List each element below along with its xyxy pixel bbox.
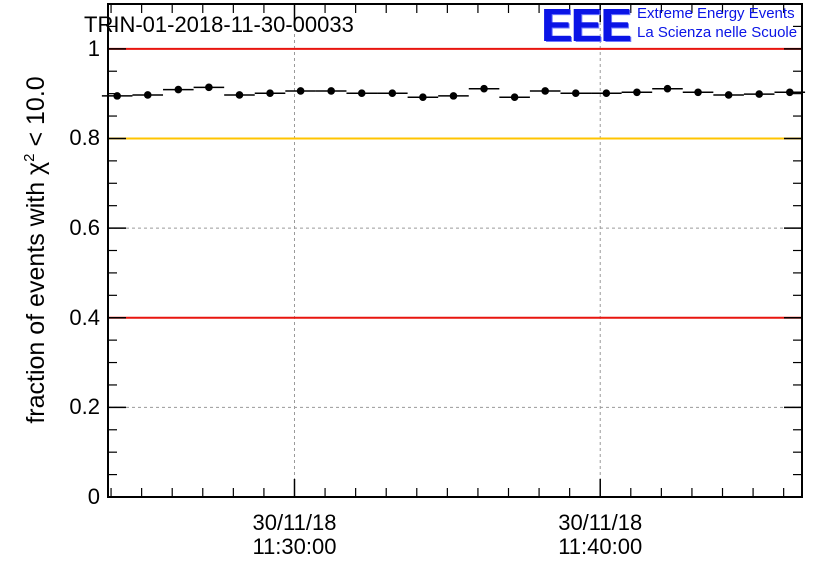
data-point bbox=[652, 84, 683, 93]
axis-ticks bbox=[108, 4, 802, 498]
eee-logo: EEE bbox=[542, 0, 632, 51]
y-tick-label: 1 bbox=[87, 35, 100, 61]
data-point bbox=[254, 89, 286, 97]
x-tick-date: 30/11/18 bbox=[252, 510, 337, 535]
data-point bbox=[193, 83, 225, 92]
point-marker bbox=[602, 89, 611, 97]
x-tick-label: 30/11/18 11:40:00 bbox=[530, 511, 670, 559]
logo-caption: Extreme Energy Events La Scienza nelle S… bbox=[637, 4, 797, 42]
point-marker bbox=[235, 91, 244, 99]
plot-frame bbox=[107, 3, 803, 498]
logo-caption-line1: Extreme Energy Events bbox=[637, 5, 795, 22]
data-point bbox=[468, 84, 500, 93]
data-point bbox=[285, 87, 316, 95]
data-point bbox=[560, 89, 592, 97]
point-marker bbox=[755, 90, 763, 98]
point-marker bbox=[510, 93, 519, 102]
data-point bbox=[438, 92, 469, 100]
data-point bbox=[682, 88, 714, 97]
x-tick-time: 11:30:00 bbox=[252, 534, 337, 559]
logo-caption-line2: La Scienza nelle Scuole bbox=[637, 24, 798, 41]
point-marker bbox=[296, 87, 305, 95]
point-marker bbox=[388, 89, 397, 97]
data-point bbox=[163, 85, 194, 94]
chart-title: TRIN-01-2018-11-30-00033 bbox=[84, 12, 354, 37]
data-point bbox=[591, 89, 622, 97]
reference-lines bbox=[108, 47, 802, 319]
point-marker bbox=[663, 84, 672, 93]
data-point bbox=[224, 91, 255, 99]
point-marker bbox=[449, 92, 458, 100]
data-point bbox=[713, 91, 744, 99]
data-point bbox=[774, 88, 806, 97]
x-tick-date: 30/11/18 bbox=[558, 510, 643, 535]
grid-lines bbox=[108, 4, 802, 497]
y-tick-label: 0.2 bbox=[69, 394, 100, 420]
point-marker bbox=[357, 89, 366, 97]
x-tick-label: 30/11/18 11:30:00 bbox=[224, 511, 364, 559]
data-point bbox=[621, 88, 653, 97]
data-point bbox=[499, 93, 530, 102]
point-marker bbox=[541, 87, 549, 95]
y-tick-label: 0 bbox=[87, 484, 100, 509]
point-marker bbox=[633, 88, 641, 97]
point-marker bbox=[327, 87, 335, 95]
x-tick-time: 11:40:00 bbox=[558, 534, 643, 559]
y-axis-label-sup: 2 bbox=[21, 153, 38, 162]
data-point bbox=[377, 89, 408, 97]
point-marker bbox=[205, 83, 213, 92]
data-point bbox=[743, 90, 775, 98]
point-marker bbox=[571, 89, 580, 97]
data-points bbox=[101, 83, 806, 102]
data-point bbox=[315, 87, 347, 95]
data-point bbox=[346, 89, 378, 97]
point-marker bbox=[724, 91, 733, 99]
point-marker bbox=[143, 91, 152, 99]
point-marker bbox=[480, 84, 488, 93]
y-tick-label: 0.4 bbox=[69, 304, 100, 330]
y-tick-label: 0.6 bbox=[69, 215, 100, 241]
y-axis-label-main: fraction of events with χ bbox=[22, 161, 50, 424]
point-marker bbox=[174, 85, 183, 94]
data-point bbox=[132, 91, 164, 99]
data-point bbox=[407, 93, 439, 102]
y-tick-label: 0.8 bbox=[69, 125, 100, 151]
point-marker bbox=[266, 89, 274, 97]
point-marker bbox=[694, 88, 702, 97]
point-marker bbox=[785, 88, 794, 97]
data-point bbox=[529, 87, 561, 95]
data-point bbox=[101, 92, 133, 100]
point-marker bbox=[419, 93, 427, 102]
